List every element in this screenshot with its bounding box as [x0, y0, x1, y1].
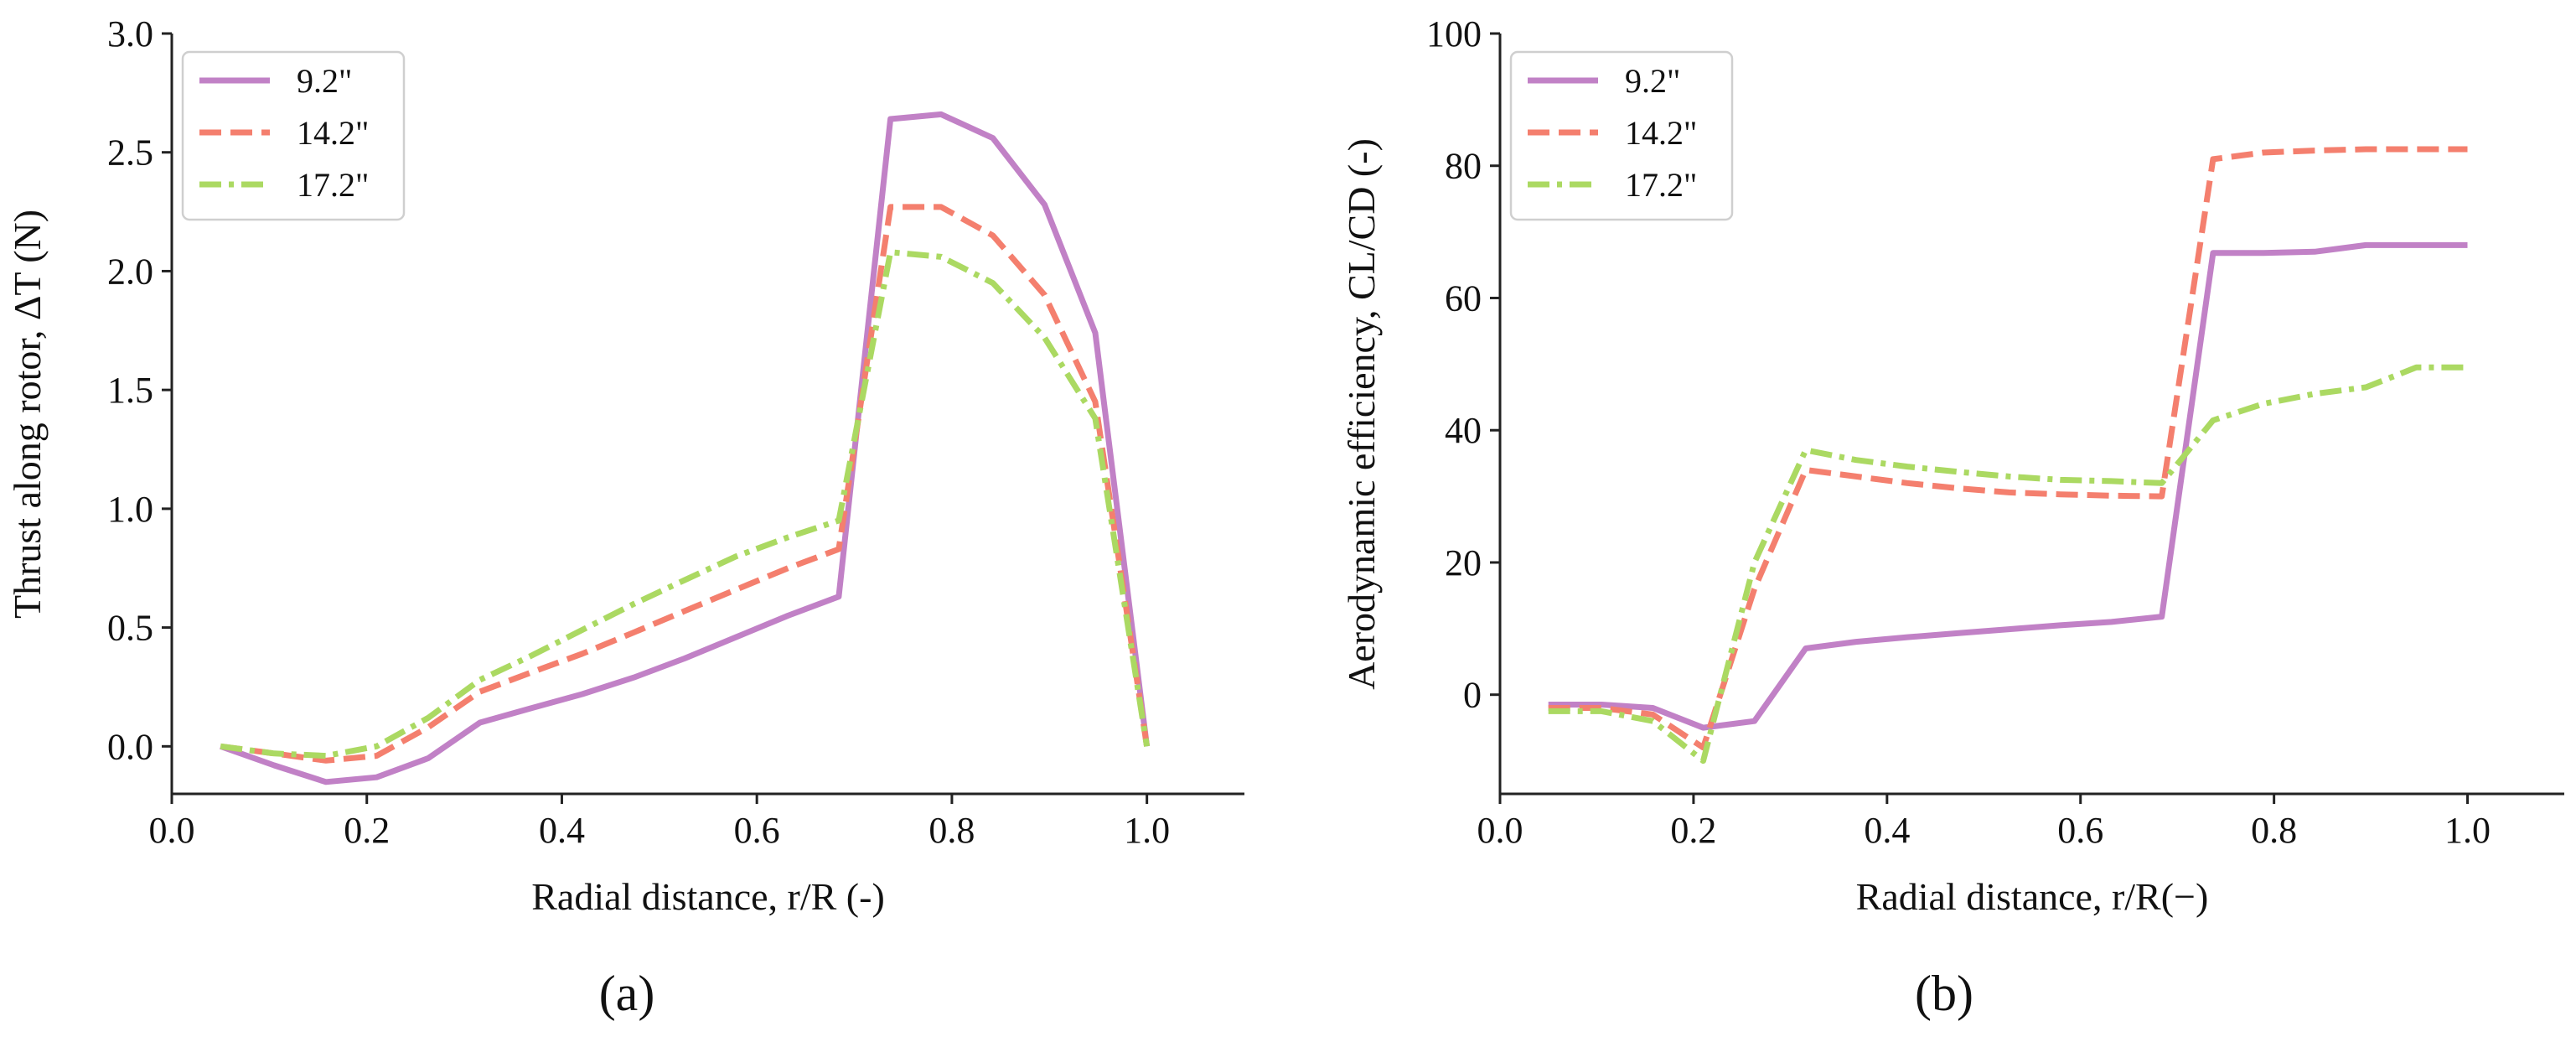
y-tick-label: 60 — [1445, 277, 1482, 319]
series-line-9.2 — [220, 111, 1151, 785]
series-line-14.2 — [1548, 146, 2468, 751]
series-line-17.2 — [220, 249, 1151, 759]
x-tick-label: 0.4 — [539, 810, 585, 851]
legend-label-14.2: 14.2" — [297, 114, 369, 152]
x-tick-label: 1.0 — [1124, 810, 1170, 851]
legend: 9.2" 14.2" 17.2" — [181, 50, 406, 221]
series-line-9.2 — [1548, 241, 2468, 731]
y-tick-label: 20 — [1445, 542, 1482, 583]
x-tick-label: 0.2 — [344, 810, 390, 851]
y-tick-label: 3.0 — [107, 13, 153, 54]
x-tick-label: 0.4 — [1864, 810, 1910, 851]
legend-label-17.2: 17.2" — [297, 166, 369, 204]
y-ticks: 0.0 0.5 1.0 1.5 2.0 2.5 3.0 — [107, 13, 172, 767]
chart-panel-b: 0.0 0.2 0.4 0.6 0.8 1.0 0 20 40 60 80 100 Radial d… — [1340, 13, 2564, 1021]
series-line-14.2 — [220, 204, 1151, 764]
y-tick-label: 0.5 — [107, 608, 153, 649]
y-tick-label: 0 — [1463, 675, 1482, 716]
x-tick-label: 0.6 — [734, 810, 780, 851]
y-tick-label: 1.5 — [107, 370, 153, 411]
y-tick-label: 80 — [1445, 146, 1482, 187]
series-layer — [220, 111, 1151, 785]
x-ticks: 0.0 0.2 0.4 0.6 0.8 1.0 — [1477, 794, 2491, 851]
chart-panel-a: 0.0 0.2 0.4 0.6 0.8 1.0 0.0 0.5 1.0 1.5 2.0 2.5 3.0… — [6, 13, 1244, 1021]
y-axis-label: Thrust along rotor, ΔT (N) — [6, 210, 49, 619]
x-tick-label: 1.0 — [2444, 810, 2491, 851]
y-tick-label: 100 — [1426, 13, 1482, 54]
legend-label-14.2: 14.2" — [1625, 114, 1697, 152]
x-tick-label: 0.6 — [2057, 810, 2103, 851]
x-tick-label: 0.0 — [1477, 810, 1523, 851]
y-tick-label: 2.0 — [107, 251, 153, 292]
legend: 9.2" 14.2" 17.2" — [1509, 50, 1734, 221]
legend-label-9.2: 9.2" — [1625, 62, 1680, 100]
y-tick-label: 1.0 — [107, 489, 153, 530]
x-tick-label: 0.2 — [1670, 810, 1716, 851]
x-tick-label: 0.0 — [149, 810, 195, 851]
panel-label: (b) — [1915, 966, 1973, 1021]
y-tick-label: 2.5 — [107, 132, 153, 174]
y-ticks: 0 20 40 60 80 100 — [1426, 13, 1500, 716]
panel-label: (a) — [599, 966, 655, 1021]
x-tick-label: 0.8 — [928, 810, 975, 851]
series-line-17.2 — [1548, 364, 2468, 765]
x-axis-label: Radial distance, r/R (-) — [531, 875, 885, 918]
x-tick-label: 0.8 — [2251, 810, 2297, 851]
series-layer — [1548, 146, 2468, 765]
legend-label-9.2: 9.2" — [297, 62, 352, 100]
legend-frame — [1509, 50, 1734, 221]
y-axis-label: Aerodynamic efficiency, CL/CD (-) — [1340, 138, 1383, 690]
legend-frame — [181, 50, 406, 221]
legend-label-17.2: 17.2" — [1625, 166, 1697, 204]
x-axis-label: Radial distance, r/R(−) — [1856, 875, 2209, 918]
y-tick-label: 0.0 — [107, 726, 153, 767]
x-ticks: 0.0 0.2 0.4 0.6 0.8 1.0 — [149, 794, 1170, 851]
y-tick-label: 40 — [1445, 410, 1482, 451]
